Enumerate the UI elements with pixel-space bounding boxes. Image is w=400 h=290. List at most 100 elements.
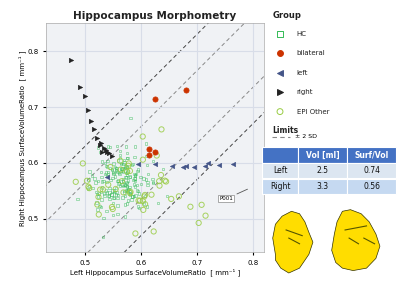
Point bbox=[114, 178, 121, 183]
Point bbox=[132, 176, 138, 181]
Point bbox=[127, 190, 134, 194]
Point bbox=[106, 197, 113, 202]
Text: EPI Other: EPI Other bbox=[297, 108, 329, 115]
Point bbox=[86, 184, 92, 189]
Point bbox=[141, 201, 148, 206]
Point bbox=[123, 165, 130, 170]
Point bbox=[91, 176, 98, 181]
Point bbox=[124, 184, 130, 189]
Point bbox=[133, 172, 139, 177]
Point bbox=[110, 171, 117, 176]
Point bbox=[202, 213, 209, 218]
Polygon shape bbox=[332, 210, 380, 271]
Point bbox=[84, 178, 90, 183]
Point bbox=[112, 168, 119, 172]
Point bbox=[122, 183, 128, 187]
Point bbox=[113, 166, 119, 171]
Text: Left: Left bbox=[273, 166, 287, 175]
Point bbox=[113, 169, 120, 173]
Point bbox=[113, 186, 119, 190]
Point bbox=[106, 193, 112, 198]
Point bbox=[122, 214, 128, 219]
Point bbox=[148, 192, 155, 197]
Point bbox=[102, 171, 108, 176]
Point bbox=[117, 149, 124, 153]
Point bbox=[109, 153, 115, 158]
Point bbox=[140, 199, 146, 203]
Text: HC: HC bbox=[297, 31, 307, 37]
Point bbox=[187, 204, 194, 209]
Point bbox=[123, 175, 129, 180]
Point bbox=[123, 144, 129, 149]
Point bbox=[158, 127, 165, 132]
Point bbox=[137, 198, 143, 203]
Point bbox=[97, 149, 104, 154]
Point bbox=[162, 178, 168, 183]
Point bbox=[120, 177, 126, 182]
Point bbox=[114, 144, 120, 148]
Point bbox=[109, 205, 115, 209]
Point bbox=[127, 191, 133, 195]
Point bbox=[125, 164, 132, 168]
Point bbox=[176, 194, 182, 199]
Point bbox=[152, 96, 158, 101]
Y-axis label: Right Hippocampus SurfaceVolumeRatio  [ mm⁻¹ ]: Right Hippocampus SurfaceVolumeRatio [ m… bbox=[18, 50, 26, 226]
Point bbox=[156, 179, 162, 184]
Point bbox=[97, 143, 104, 147]
Point bbox=[127, 192, 134, 197]
Text: 0.74: 0.74 bbox=[363, 166, 380, 175]
Point bbox=[116, 180, 122, 185]
Point bbox=[118, 169, 124, 173]
Point bbox=[119, 168, 126, 173]
Point bbox=[150, 229, 157, 234]
Point bbox=[131, 182, 137, 187]
Point bbox=[110, 161, 117, 166]
Point bbox=[104, 149, 111, 154]
Point bbox=[118, 166, 125, 170]
Point bbox=[277, 90, 283, 95]
Point bbox=[143, 153, 150, 158]
Point bbox=[136, 206, 142, 210]
Point bbox=[98, 141, 104, 146]
Point bbox=[128, 163, 135, 167]
Point bbox=[155, 200, 161, 205]
Point bbox=[124, 164, 130, 169]
Text: 3.3: 3.3 bbox=[316, 182, 329, 191]
Point bbox=[124, 169, 131, 174]
Point bbox=[88, 119, 94, 123]
Point bbox=[119, 182, 126, 187]
Point bbox=[104, 164, 110, 169]
Text: Right: Right bbox=[270, 182, 290, 191]
Point bbox=[94, 202, 100, 207]
Point bbox=[127, 168, 133, 173]
Point bbox=[135, 167, 141, 172]
Point bbox=[121, 160, 128, 165]
Point bbox=[98, 170, 104, 174]
Point bbox=[111, 195, 117, 200]
Point bbox=[123, 184, 130, 188]
Point bbox=[129, 194, 136, 199]
Point bbox=[230, 162, 236, 166]
Point bbox=[124, 151, 130, 155]
Point bbox=[86, 186, 92, 191]
Point bbox=[182, 88, 189, 93]
Point bbox=[72, 180, 79, 184]
Point bbox=[118, 166, 125, 171]
Point bbox=[114, 196, 121, 200]
Point bbox=[126, 161, 132, 166]
Point bbox=[100, 216, 107, 220]
Point bbox=[110, 196, 117, 200]
Text: Limits: Limits bbox=[272, 126, 298, 135]
Text: left: left bbox=[297, 70, 308, 76]
Point bbox=[94, 192, 100, 196]
Point bbox=[135, 198, 142, 203]
Point bbox=[138, 175, 144, 179]
Point bbox=[144, 180, 151, 185]
Point bbox=[100, 235, 106, 239]
Point bbox=[163, 179, 169, 184]
Point bbox=[150, 180, 156, 184]
Point bbox=[118, 180, 124, 184]
Point bbox=[114, 179, 120, 183]
Point bbox=[198, 202, 205, 207]
Point bbox=[141, 194, 148, 199]
